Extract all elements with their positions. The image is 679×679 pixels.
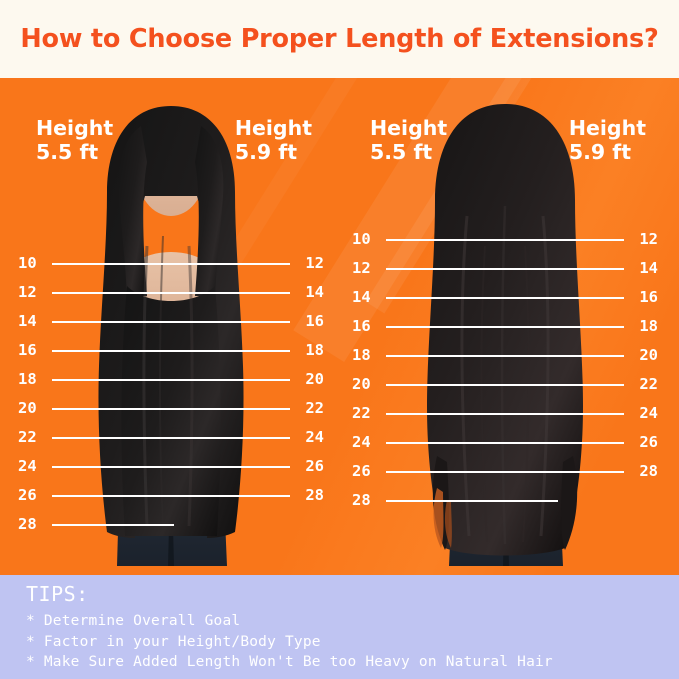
measure-value-right: 26 — [639, 433, 658, 451]
measure-line — [386, 268, 624, 270]
measure-row: 22 24 — [18, 426, 324, 448]
measure-value-right: 22 — [639, 375, 658, 393]
measure-line — [52, 321, 290, 323]
measure-value-left: 12 — [18, 283, 37, 301]
header-bar: How to Choose Proper Length of Extension… — [0, 0, 679, 78]
measure-line — [52, 263, 290, 265]
measure-row: 20 22 — [352, 373, 658, 395]
measure-value-left: 28 — [352, 491, 371, 509]
measure-value-right: 22 — [305, 399, 324, 417]
measure-row: 14 16 — [352, 286, 658, 308]
measure-line — [52, 350, 290, 352]
measure-value-right: 24 — [305, 428, 324, 446]
measure-row: 16 18 — [18, 339, 324, 361]
measure-row: 18 20 — [352, 344, 658, 366]
measure-row: 18 20 — [18, 368, 324, 390]
measure-value-right: 24 — [639, 404, 658, 422]
measure-value-right: 20 — [305, 370, 324, 388]
measure-value-left: 14 — [352, 288, 371, 306]
measure-row: 24 26 — [352, 431, 658, 453]
measure-line — [386, 297, 624, 299]
measurement-rows-front: 10 12 12 14 14 16 16 18 — [6, 78, 336, 575]
measure-value-right: 14 — [305, 283, 324, 301]
measure-line — [52, 292, 290, 294]
measure-value-left: 18 — [18, 370, 37, 388]
measure-value-right: 16 — [305, 312, 324, 330]
measure-line — [386, 355, 624, 357]
measure-line — [52, 466, 290, 468]
measure-value-left: 14 — [18, 312, 37, 330]
measure-value-right: 28 — [305, 486, 324, 504]
measure-row: 26 28 — [18, 484, 324, 506]
measure-value-right: 18 — [305, 341, 324, 359]
measure-value-right: 12 — [639, 230, 658, 248]
height-label-left: Height 5.5 ft — [370, 116, 448, 165]
measurement-rows-back: 10 12 12 14 14 16 16 18 — [340, 78, 670, 575]
measure-value-left: 22 — [352, 404, 371, 422]
measure-row: 12 14 — [18, 281, 324, 303]
tip-item: * Factor in your Height/Body Type — [26, 633, 321, 650]
height-label-right: Height 5.9 ft — [568, 116, 646, 165]
measure-line — [386, 442, 624, 444]
figure-back-view: Height 5.5 ft Height 5.9 ft — [340, 78, 670, 575]
measure-value-right: 28 — [639, 462, 658, 480]
measure-line — [386, 384, 624, 386]
measure-row: 26 28 — [352, 460, 658, 482]
measure-value-left: 28 — [18, 515, 37, 533]
measure-value-right: 12 — [305, 254, 324, 272]
measure-row: 16 18 — [352, 315, 658, 337]
measure-row: 28 — [18, 513, 324, 535]
measure-value-left: 10 — [18, 254, 37, 272]
tips-list: * Determine Overall Goal * Factor in you… — [26, 611, 553, 673]
measure-value-left: 16 — [18, 341, 37, 359]
height-label-right: Height 5.9 ft — [234, 116, 312, 165]
measure-row: 22 24 — [352, 402, 658, 424]
measure-line — [386, 471, 624, 473]
measure-value-left: 24 — [352, 433, 371, 451]
measure-value-left: 26 — [352, 462, 371, 480]
measure-row: 10 12 — [18, 252, 324, 274]
measure-value-left: 22 — [18, 428, 37, 446]
figure-front-view: Height 5.5 ft Height 5.9 ft — [6, 78, 336, 575]
measure-value-right: 14 — [639, 259, 658, 277]
page-title: How to Choose Proper Length of Extension… — [20, 24, 659, 54]
measure-value-left: 10 — [352, 230, 371, 248]
measure-line — [52, 524, 174, 526]
tips-title: TIPS: — [26, 582, 89, 606]
measure-row: 10 12 — [352, 228, 658, 250]
measure-row: 20 22 — [18, 397, 324, 419]
measure-value-right: 18 — [639, 317, 658, 335]
measure-line — [386, 500, 558, 502]
measure-value-left: 20 — [352, 375, 371, 393]
measure-value-left: 26 — [18, 486, 37, 504]
measure-value-left: 16 — [352, 317, 371, 335]
model-front-illustration — [55, 96, 287, 566]
main-panel: Height 5.5 ft Height 5.9 ft — [0, 78, 679, 575]
tip-item: * Make Sure Added Length Won't Be too He… — [26, 654, 553, 670]
measure-row: 28 — [352, 489, 658, 511]
measure-line — [52, 495, 290, 497]
measure-value-left: 20 — [18, 399, 37, 417]
measure-value-right: 26 — [305, 457, 324, 475]
measure-line — [386, 239, 624, 241]
measure-value-left: 12 — [352, 259, 371, 277]
measure-line — [52, 408, 290, 410]
measure-row: 24 26 — [18, 455, 324, 477]
measure-line — [386, 413, 624, 415]
measure-line — [386, 326, 624, 328]
measure-row: 12 14 — [352, 257, 658, 279]
measure-value-left: 18 — [352, 346, 371, 364]
tip-item: * Determine Overall Goal — [26, 613, 241, 629]
measure-row: 14 16 — [18, 310, 324, 332]
measure-value-right: 16 — [639, 288, 658, 306]
measure-value-right: 20 — [639, 346, 658, 364]
measure-line — [52, 379, 290, 381]
measure-value-left: 24 — [18, 457, 37, 475]
height-label-left: Height 5.5 ft — [36, 116, 114, 165]
tips-panel: TIPS: * Determine Overall Goal * Factor … — [0, 575, 679, 679]
measure-line — [52, 437, 290, 439]
